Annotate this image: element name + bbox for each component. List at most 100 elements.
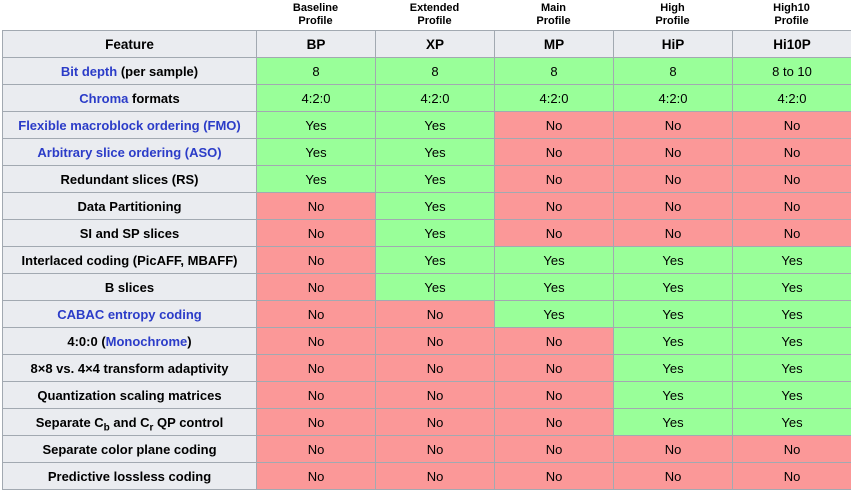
feature-label-cell: Arbitrary slice ordering (ASO) xyxy=(2,138,257,166)
abbr-header-row: Feature BP XP MP HiP Hi10P xyxy=(2,30,851,58)
feature-value-cell: 4:2:0 xyxy=(613,84,733,112)
feature-value-cell: Yes xyxy=(613,354,733,382)
feature-row: Flexible macroblock ordering (FMO) Yes Yes… xyxy=(2,111,851,139)
feature-link[interactable]: Flexible macroblock ordering (FMO) xyxy=(18,117,241,133)
profile-abbr-header: BP xyxy=(256,30,376,58)
feature-value-cell: No xyxy=(256,381,376,409)
feature-link[interactable]: Chroma xyxy=(79,90,129,106)
feature-label-text: Separate color plane coding xyxy=(42,441,217,457)
feature-value-cell: No xyxy=(732,138,851,166)
feature-value-cell: Yes xyxy=(256,165,376,193)
feature-value-cell: 8 xyxy=(256,57,376,85)
feature-value-cell: Yes xyxy=(613,300,733,328)
profile-column-header: High Profile xyxy=(655,2,690,27)
feature-value-cell: No xyxy=(256,354,376,382)
feature-value-cell: Yes xyxy=(256,138,376,166)
feature-value-cell: Yes xyxy=(732,408,851,436)
profile-abbr-header: XP xyxy=(375,30,495,58)
feature-row: Quantization scaling matrices No No No Yes Ye… xyxy=(2,381,851,409)
feature-row: Arbitrary slice ordering (ASO) Yes Yes No No… xyxy=(2,138,851,166)
feature-value-cell: No xyxy=(732,462,851,490)
feature-value-cell: No xyxy=(256,435,376,463)
profile-names-header-row: Baseline Profile Extended Profile Main Pro… xyxy=(0,0,851,30)
feature-label-text: SI and SP slices xyxy=(79,225,180,241)
feature-value-cell: No xyxy=(613,165,733,193)
h264-profile-feature-table: Feature BP XP MP HiP Hi10P Bit depth (per sa… xyxy=(2,30,851,490)
feature-value-cell: No xyxy=(494,381,614,409)
feature-label-text: and C xyxy=(109,414,150,430)
feature-value-cell: No xyxy=(613,138,733,166)
feature-link[interactable]: Arbitrary slice ordering (ASO) xyxy=(37,144,222,160)
feature-value-cell: No xyxy=(732,111,851,139)
feature-value-cell: No xyxy=(494,111,614,139)
feature-value-cell: No xyxy=(256,219,376,247)
profile-column-header: High10 Profile xyxy=(773,2,810,27)
feature-value-cell: 8 xyxy=(494,57,614,85)
feature-value-cell: No xyxy=(375,381,495,409)
feature-value-cell: 4:2:0 xyxy=(494,84,614,112)
feature-value-cell: No xyxy=(256,300,376,328)
feature-value-cell: Yes xyxy=(375,165,495,193)
feature-label-text: Redundant slices (RS) xyxy=(60,171,199,187)
feature-value-cell: Yes xyxy=(732,381,851,409)
feature-label-cell: Redundant slices (RS) xyxy=(2,165,257,193)
feature-label-cell: 4:0:0 (Monochrome) xyxy=(2,327,257,355)
feature-value-cell: No xyxy=(375,300,495,328)
feature-label-text: Data Partitioning xyxy=(77,198,182,214)
feature-label-text: QP control xyxy=(153,414,224,430)
feature-value-cell: 4:2:0 xyxy=(375,84,495,112)
feature-label-cell: Separate color plane coding xyxy=(2,435,257,463)
feature-label-text: 8×8 vs. 4×4 transform adaptivity xyxy=(30,360,229,376)
profile-abbr-header: Hi10P xyxy=(732,30,851,58)
profile-column-header: Baseline Profile xyxy=(292,2,339,27)
feature-value-cell: Yes xyxy=(732,300,851,328)
feature-value-cell: 8 to 10 xyxy=(732,57,851,85)
feature-value-cell: No xyxy=(375,327,495,355)
feature-value-cell: No xyxy=(494,219,614,247)
feature-value-cell: Yes xyxy=(375,138,495,166)
feature-value-cell: Yes xyxy=(732,354,851,382)
feature-value-cell: 4:2:0 xyxy=(256,84,376,112)
feature-row: B slices No Yes Yes Yes Yes xyxy=(2,273,851,301)
feature-value-cell: No xyxy=(613,462,733,490)
feature-label-cell: Chroma formats xyxy=(2,84,257,112)
feature-value-cell: No xyxy=(256,408,376,436)
feature-label-text: formats xyxy=(128,90,180,106)
feature-value-cell: No xyxy=(613,111,733,139)
feature-value-cell: No xyxy=(732,435,851,463)
subscript-text: r xyxy=(149,422,154,434)
feature-row: Bit depth (per sample) 8 8 8 8 8 to 10 xyxy=(2,57,851,85)
feature-row: Predictive lossless coding No No No No No xyxy=(2,462,851,490)
feature-row: SI and SP slices No Yes No No No xyxy=(2,219,851,247)
feature-value-cell: No xyxy=(732,165,851,193)
feature-label-text: Separate C xyxy=(35,414,104,430)
feature-label-text: ) xyxy=(187,333,192,349)
feature-value-cell: No xyxy=(256,462,376,490)
feature-row: 8×8 vs. 4×4 transform adaptivity No No No Ye… xyxy=(2,354,851,382)
feature-row: Separate Cb and Cr QP control No No No Yes Ye… xyxy=(2,408,851,436)
feature-label-text: Interlaced coding (PicAFF, MBAFF) xyxy=(21,252,238,268)
feature-value-cell: No xyxy=(375,354,495,382)
profile-abbr-header: HiP xyxy=(613,30,733,58)
feature-value-cell: No xyxy=(613,435,733,463)
feature-value-cell: No xyxy=(494,435,614,463)
feature-row: Data Partitioning No Yes No No No xyxy=(2,192,851,220)
feature-value-cell: Yes xyxy=(494,300,614,328)
feature-value-cell: 4:2:0 xyxy=(732,84,851,112)
feature-label-text: Predictive lossless coding xyxy=(47,468,212,484)
feature-value-cell: No xyxy=(375,408,495,436)
feature-label-cell: Interlaced coding (PicAFF, MBAFF) xyxy=(2,246,257,274)
feature-row: 4:0:0 (Monochrome) No No No Yes Yes xyxy=(2,327,851,355)
feature-link[interactable]: CABAC entropy coding xyxy=(57,306,202,322)
feature-link[interactable]: Monochrome xyxy=(105,333,188,349)
feature-value-cell: Yes xyxy=(494,246,614,274)
feature-value-cell: Yes xyxy=(613,327,733,355)
feature-link[interactable]: Bit depth xyxy=(60,63,118,79)
feature-value-cell: No xyxy=(494,462,614,490)
feature-value-cell: Yes xyxy=(375,192,495,220)
feature-label-cell: SI and SP slices xyxy=(2,219,257,247)
feature-label-cell: Separate Cb and Cr QP control xyxy=(2,408,257,436)
feature-value-cell: Yes xyxy=(494,273,614,301)
feature-value-cell: No xyxy=(256,327,376,355)
